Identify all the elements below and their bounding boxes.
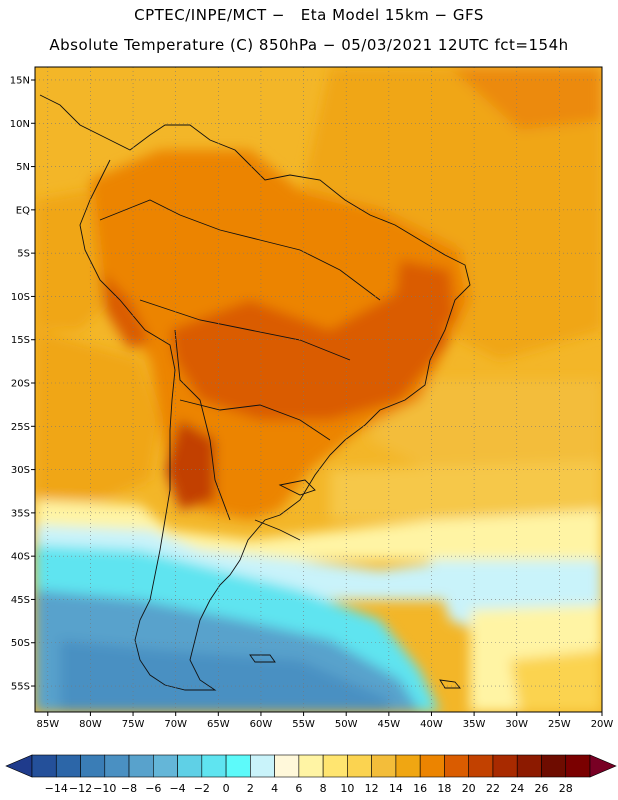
lon-label: 25W	[548, 719, 571, 730]
lon-label: 60W	[250, 719, 273, 730]
colorbar: −14 −12 −10 −8 −6 −4 −2 0 2 4 6 8 10 12 14 16 18 20 22 24 26…	[5, 754, 617, 795]
colorbar-swatch	[444, 754, 469, 778]
colorbar-swatch	[128, 754, 154, 778]
lat-label: 5S	[17, 249, 30, 260]
colorbar-label: 4	[271, 782, 278, 795]
colorbar-label: 14	[389, 782, 403, 795]
lon-label: 30W	[505, 719, 528, 730]
lon-label: 70W	[164, 719, 187, 730]
colorbar-label: −8	[121, 782, 137, 795]
lat-label: EQ	[16, 205, 30, 216]
colorbar-swatch	[298, 754, 324, 778]
lon-label: 45W	[378, 719, 401, 730]
longitude-axis: 85W 80W 75W 70W 65W 60W 55W 50W 45W 40W 35W 30W 25W 2…	[36, 712, 613, 730]
map-title: CPTEC/INPE/MCT − Eta Model 15km − GFS	[134, 6, 484, 24]
colorbar-swatch	[347, 754, 372, 778]
lon-label: 55W	[292, 719, 315, 730]
lon-label: 20W	[591, 719, 614, 730]
lon-label: 35W	[463, 719, 486, 730]
colorbar-swatch	[565, 754, 591, 778]
lat-label: 25S	[11, 422, 30, 433]
lon-label: 80W	[79, 719, 102, 730]
colorbar-swatch	[322, 754, 348, 778]
colorbar-swatch	[492, 754, 518, 778]
colorbar-swatch	[177, 754, 203, 778]
colorbar-label: 10	[340, 782, 354, 795]
colorbar-label: 2	[247, 782, 254, 795]
colorbar-swatch	[395, 754, 421, 778]
colorbar-label: −10	[93, 782, 116, 795]
colorbar-swatch	[201, 754, 227, 778]
colorbar-swatch	[541, 754, 567, 778]
lat-label: 55S	[11, 682, 30, 693]
colorbar-swatch	[371, 754, 397, 778]
colorbar-label: −6	[145, 782, 161, 795]
colorbar-min-arrow	[5, 754, 33, 778]
lon-label: 50W	[335, 719, 358, 730]
colorbar-label: 6	[295, 782, 302, 795]
lat-label: 40S	[11, 552, 30, 563]
lon-label: 75W	[122, 719, 145, 730]
lat-label: 20S	[11, 379, 30, 390]
lon-label: 65W	[207, 719, 230, 730]
colorbar-label: 24	[510, 782, 524, 795]
colorbar-swatch	[274, 754, 300, 778]
colorbar-label: 12	[365, 782, 379, 795]
colorbar-label: 16	[413, 782, 427, 795]
colorbar-swatch	[468, 754, 494, 778]
colorbar-label: 0	[223, 782, 230, 795]
latitude-axis: 15N 10N 5N EQ 5S 10S 15S 20S 25S 30S 35S 40S 45S 50S 5…	[10, 75, 35, 693]
coastlines	[39, 94, 471, 691]
colorbar-swatch	[419, 754, 445, 778]
lat-label: 10S	[11, 292, 30, 303]
lat-label: 15S	[11, 335, 30, 346]
lon-label: 40W	[420, 719, 443, 730]
colorbar-label: 20	[462, 782, 476, 795]
colorbar-swatch	[516, 754, 542, 778]
colorbar-label: −14	[45, 782, 68, 795]
lat-label: 5N	[16, 162, 30, 173]
colorbar-swatch	[55, 754, 81, 778]
colorbar-max-arrow	[589, 754, 617, 778]
map-subtitle: Absolute Temperature (C) 850hPa − 05/03/…	[49, 36, 569, 54]
colorbar-label: 8	[320, 782, 327, 795]
temperature-field	[35, 67, 602, 712]
colorbar-swatch	[250, 754, 275, 778]
colorbar-swatch	[80, 754, 106, 778]
colorbar-label: 22	[486, 782, 500, 795]
plot-frame	[34, 66, 603, 713]
colorbar-label: 26	[534, 782, 548, 795]
lat-label: 30S	[11, 465, 30, 476]
colorbar-label: −2	[194, 782, 210, 795]
lon-label: 85W	[36, 719, 59, 730]
colorbar-swatch	[225, 754, 251, 778]
lat-label: 50S	[11, 638, 30, 649]
colorbar-swatch	[31, 754, 57, 778]
colorbar-swatch	[153, 754, 178, 778]
colorbar-label: −4	[169, 782, 185, 795]
colorbar-label: 18	[437, 782, 451, 795]
grid-lines	[35, 67, 602, 712]
colorbar-label: −12	[69, 782, 92, 795]
colorbar-swatch	[104, 754, 130, 778]
lat-label: 10N	[10, 119, 30, 130]
colorbar-label: 28	[559, 782, 573, 795]
lat-label: 45S	[11, 595, 30, 606]
lat-label: 15N	[10, 75, 30, 86]
lat-label: 35S	[11, 508, 30, 519]
